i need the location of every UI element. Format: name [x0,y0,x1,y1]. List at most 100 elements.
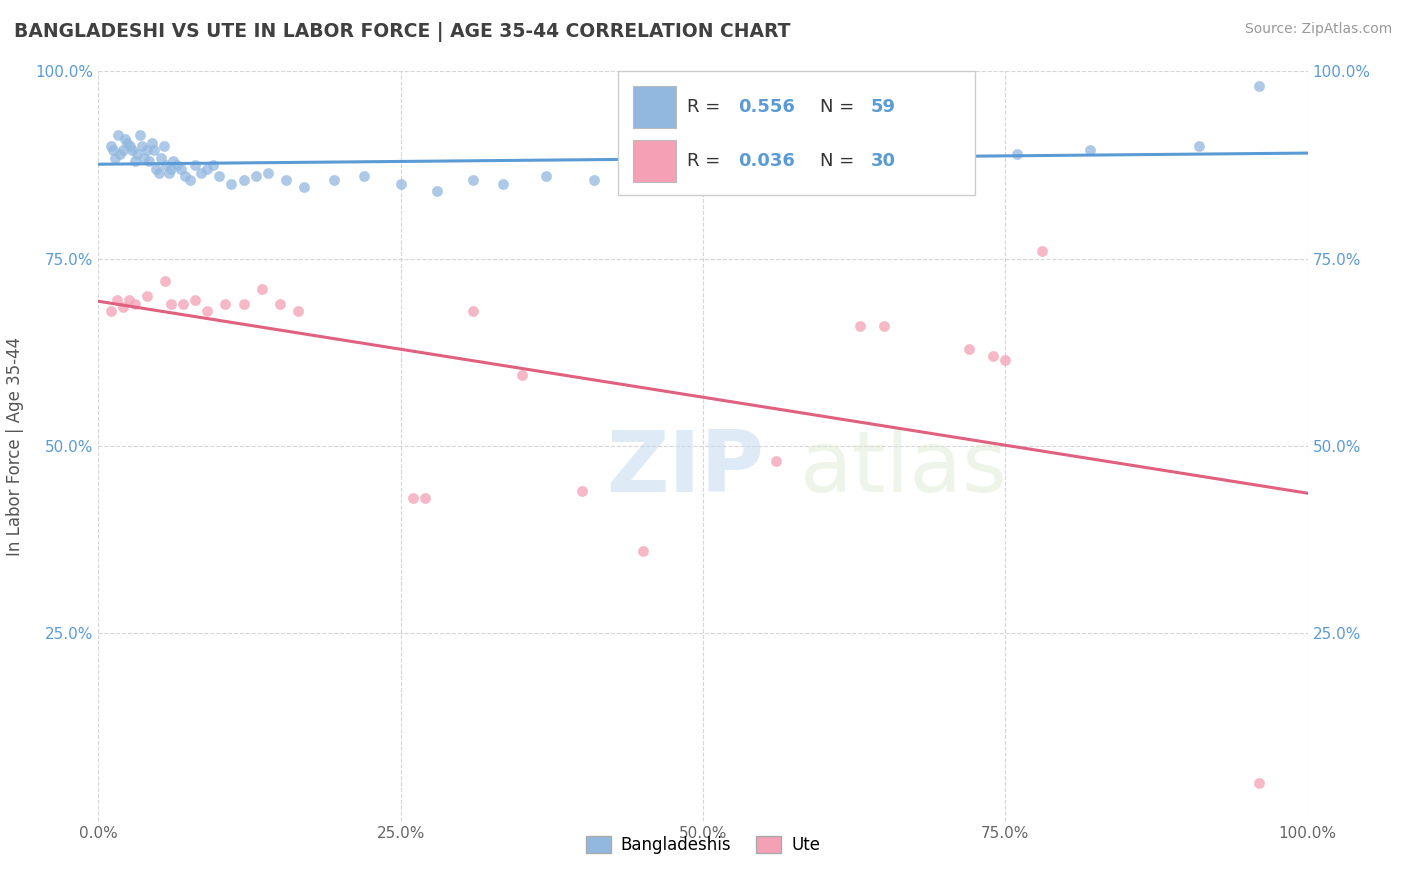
Point [571,483,593,498]
Point [1031,244,1053,259]
Text: R =: R = [688,97,727,116]
FancyBboxPatch shape [633,86,676,128]
Point [946,151,969,165]
Point [117,136,139,150]
Point [1188,139,1211,153]
Point [148,165,170,179]
Text: atlas: atlas [800,427,1008,510]
Point [463,304,485,318]
Point [256,165,278,179]
Point [108,146,131,161]
Point [323,173,346,187]
Point [172,296,194,310]
Text: 0.036: 0.036 [738,153,794,170]
Point [274,173,297,187]
Point [160,296,183,310]
Point [127,146,149,161]
Text: N =: N = [820,153,860,170]
Point [849,319,872,334]
Point [1078,143,1101,157]
Text: Source: ZipAtlas.com: Source: ZipAtlas.com [1244,22,1392,37]
Point [353,169,375,184]
Text: ZIP: ZIP [606,427,763,510]
Point [202,158,225,172]
Point [208,169,231,184]
FancyBboxPatch shape [619,71,976,195]
Point [124,154,146,169]
Point [292,180,315,194]
Point [135,143,157,157]
Point [138,154,160,169]
Point [873,319,896,334]
Point [402,491,425,506]
Text: BANGLADESHI VS UTE IN LABOR FORCE | AGE 35-44 CORRELATION CHART: BANGLADESHI VS UTE IN LABOR FORCE | AGE … [14,22,790,42]
Point [100,304,122,318]
Point [232,296,254,310]
Point [107,128,129,142]
Point [245,169,267,184]
Point [153,274,176,288]
Point [114,132,136,146]
Point [221,177,243,191]
Point [101,143,124,157]
Point [873,158,896,172]
Text: 30: 30 [872,153,896,170]
Point [389,177,412,191]
Point [981,349,1004,363]
Point [789,154,811,169]
Point [583,173,606,187]
Point [184,158,207,172]
Legend: Bangladeshis, Ute: Bangladeshis, Ute [579,830,827,861]
Point [145,161,167,176]
Point [141,136,163,150]
Point [195,304,218,318]
Text: R =: R = [688,153,727,170]
Point [214,296,236,310]
Point [152,139,174,153]
FancyBboxPatch shape [633,140,676,182]
Point [994,352,1017,367]
Point [195,161,218,176]
Point [174,169,197,184]
Text: 0.556: 0.556 [738,97,794,116]
Point [534,169,557,184]
Y-axis label: In Labor Force | Age 35-44: In Labor Force | Age 35-44 [7,336,24,556]
Point [157,165,180,179]
Point [111,143,134,157]
Point [1007,146,1029,161]
Point [463,173,485,187]
Point [131,139,153,153]
Point [1249,79,1271,94]
Point [100,139,122,153]
Point [128,128,150,142]
Point [124,296,146,310]
Point [134,151,156,165]
Point [510,368,533,382]
Point [426,184,449,198]
Point [250,282,273,296]
Point [179,173,201,187]
Point [118,293,141,307]
Point [105,293,128,307]
Point [1249,776,1271,790]
Point [111,301,134,315]
Point [644,161,666,176]
Text: 59: 59 [872,97,896,116]
Point [104,151,127,165]
Point [492,177,515,191]
Point [413,491,436,506]
Point [121,143,143,157]
Point [143,143,166,157]
Point [269,296,291,310]
Point [169,161,191,176]
Point [232,173,254,187]
Point [162,154,184,169]
Point [765,454,787,468]
Point [155,158,177,172]
Text: N =: N = [820,97,860,116]
Point [166,158,188,172]
Point [150,151,173,165]
Point [190,165,212,179]
Point [160,161,183,176]
Point [631,544,654,558]
